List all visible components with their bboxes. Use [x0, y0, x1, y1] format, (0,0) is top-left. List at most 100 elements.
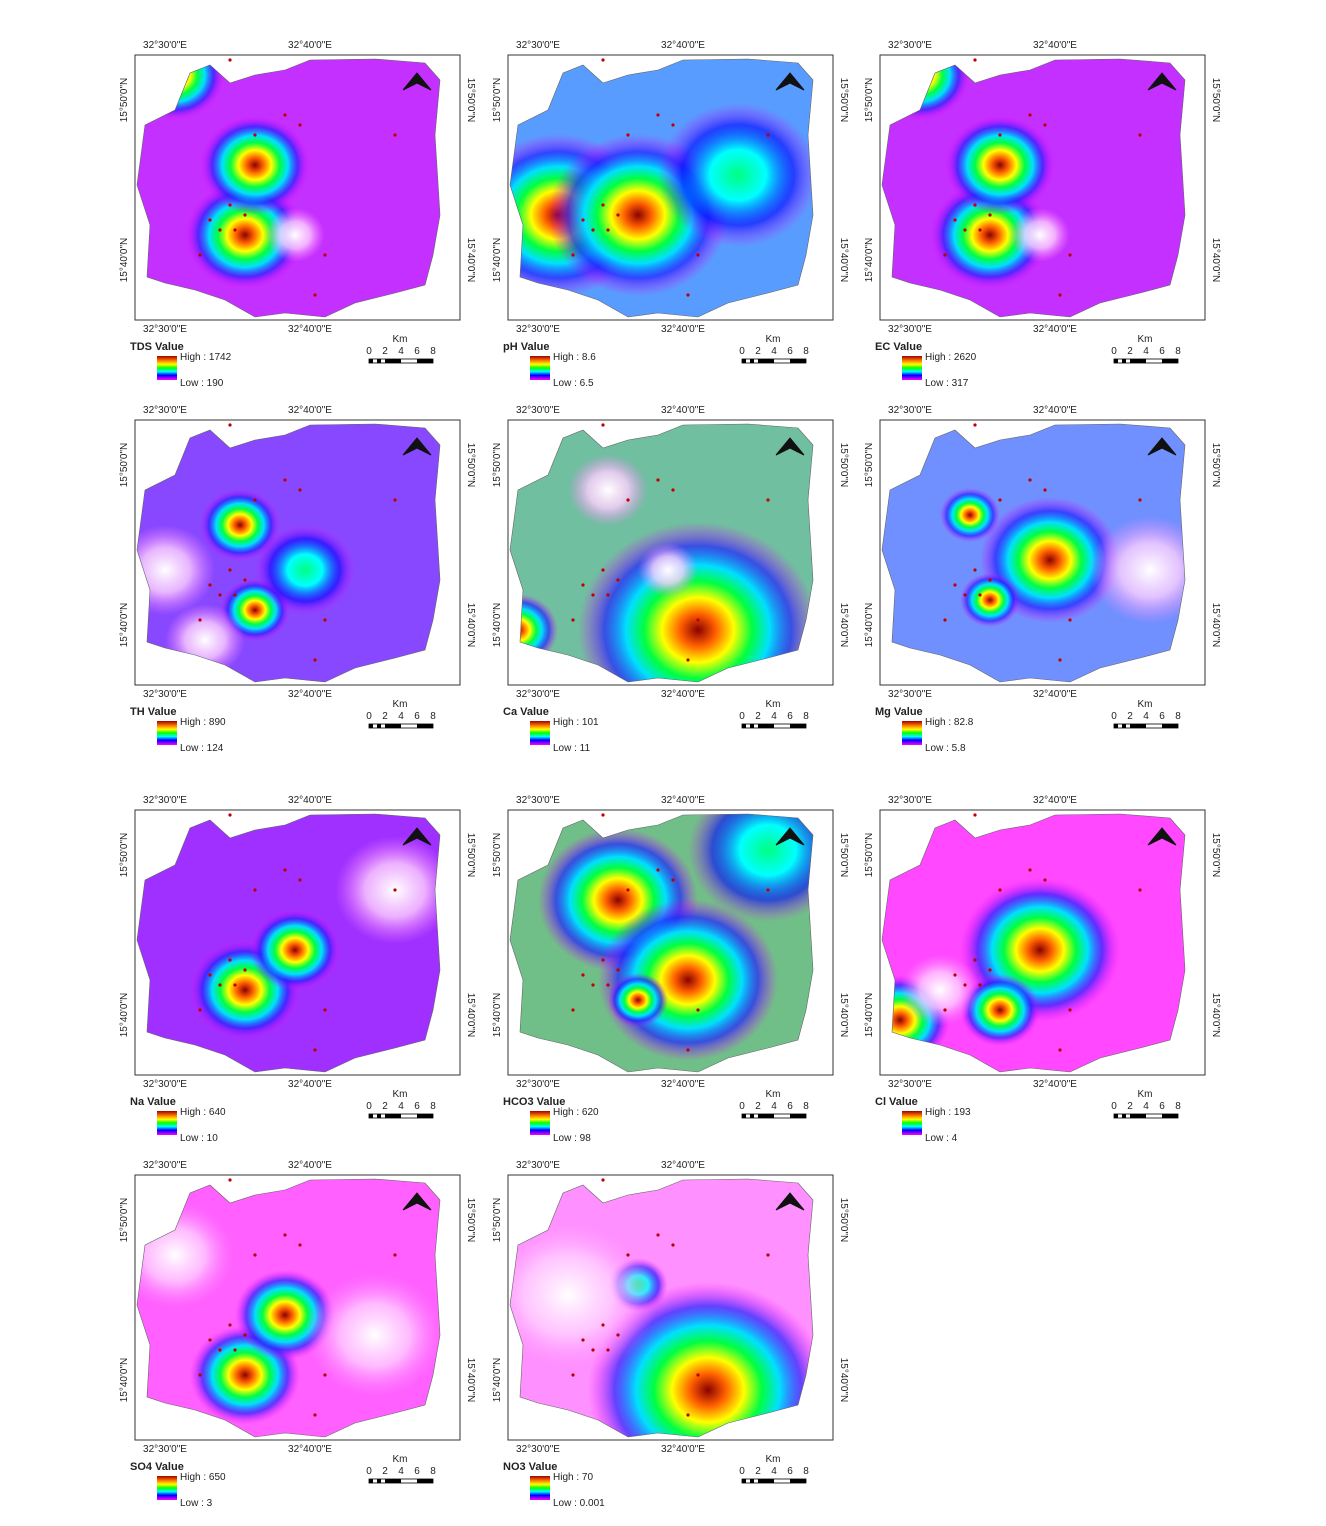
- scale-tick: 8: [430, 1101, 436, 1112]
- map-panel: 32°30'0"E 32°30'0"E 32°40'0"E 32°40'0"E 15°5…: [119, 405, 476, 754]
- scale-tick: 6: [1159, 346, 1165, 357]
- scale-segment: [1122, 359, 1126, 363]
- scale-tick: 8: [1175, 346, 1181, 357]
- legend-title: NO3 Value: [503, 1461, 557, 1473]
- sample-point: [671, 488, 675, 492]
- surface-blob: [578, 522, 813, 682]
- region-outline: [136, 1178, 441, 1438]
- scale-segment: [377, 724, 381, 728]
- scale-tick: 2: [382, 1466, 388, 1477]
- lon-label: 32°40'0"E: [1033, 795, 1077, 806]
- region-outline: [509, 813, 814, 1073]
- scale-unit: Km: [393, 1089, 408, 1100]
- sample-point: [198, 1373, 202, 1377]
- sample-point: [601, 958, 605, 962]
- surface-blob: [510, 594, 558, 666]
- sample-point: [243, 1333, 247, 1337]
- sample-point: [973, 423, 977, 427]
- scale-tick: 6: [1159, 711, 1165, 722]
- scale-segment: [742, 724, 746, 728]
- lat-label: 15°50'0"N: [864, 833, 875, 878]
- sample-point: [393, 888, 397, 892]
- scale-segment: [385, 359, 401, 363]
- scale-tick: 6: [787, 346, 793, 357]
- scale-segment: [1130, 724, 1146, 728]
- lon-label: 32°30'0"E: [143, 1079, 187, 1090]
- lat-label: 15°40'0"N: [838, 993, 849, 1038]
- map-panel: 32°30'0"E 32°30'0"E 32°40'0"E 32°40'0"E 15°5…: [119, 795, 476, 1144]
- sample-point: [671, 878, 675, 882]
- lat-label: 15°40'0"N: [465, 603, 476, 648]
- lat-label: 15°40'0"N: [492, 1358, 503, 1403]
- legend-low: Low : 5.8: [925, 743, 966, 754]
- scale-segment: [790, 1479, 806, 1483]
- sample-point: [198, 1008, 202, 1012]
- surface-blob: [568, 454, 648, 526]
- sample-point: [671, 123, 675, 127]
- legend-low: Low : 190: [180, 378, 224, 389]
- sample-point: [591, 593, 595, 597]
- lon-label: 32°40'0"E: [661, 1079, 705, 1090]
- scale-segment: [385, 724, 401, 728]
- colorbar: [530, 356, 550, 380]
- scale-tick: 4: [771, 346, 777, 357]
- sample-point: [686, 293, 690, 297]
- sample-point: [626, 1253, 630, 1257]
- legend-high: High : 2620: [925, 352, 977, 363]
- sample-point: [601, 58, 605, 62]
- lat-label: 15°50'0"N: [465, 1198, 476, 1243]
- sample-point: [696, 253, 700, 257]
- sample-point: [606, 593, 610, 597]
- colorbar: [902, 1111, 922, 1135]
- scale-tick: 0: [1111, 711, 1117, 722]
- lat-label: 15°40'0"N: [492, 603, 503, 648]
- map-panel: 32°30'0"E 32°30'0"E 32°40'0"E 32°40'0"E 15°5…: [864, 40, 1221, 389]
- scale-segment: [742, 1114, 746, 1118]
- lon-label: 32°30'0"E: [888, 40, 932, 51]
- lon-label: 32°30'0"E: [516, 1444, 560, 1455]
- sample-point: [253, 133, 257, 137]
- surface-blob: [960, 573, 1020, 627]
- sample-point: [1043, 123, 1047, 127]
- sample-point: [973, 58, 977, 62]
- scale-segment: [1130, 359, 1146, 363]
- scale-segment: [1162, 359, 1178, 363]
- sample-point: [218, 1348, 222, 1352]
- scale-tick: 6: [1159, 1101, 1165, 1112]
- scale-segment: [369, 1479, 373, 1483]
- lat-label: 15°40'0"N: [119, 603, 130, 648]
- scale-segment: [750, 724, 754, 728]
- map-panel: 32°30'0"E 32°30'0"E 32°40'0"E 32°40'0"E 15°5…: [119, 40, 476, 389]
- surface-blob: [1010, 208, 1070, 262]
- sample-point: [243, 213, 247, 217]
- sample-point: [198, 253, 202, 257]
- sample-point: [953, 218, 957, 222]
- lat-label: 15°50'0"N: [119, 1198, 130, 1243]
- lat-label: 15°50'0"N: [492, 443, 503, 488]
- lon-label: 32°40'0"E: [661, 1444, 705, 1455]
- surface-blob: [137, 525, 215, 615]
- sample-point: [1028, 113, 1032, 117]
- sample-point: [1138, 133, 1142, 137]
- map-surface: [510, 59, 813, 317]
- legend-high: High : 101: [553, 717, 599, 728]
- sample-point: [571, 253, 575, 257]
- scale-tick: 4: [771, 711, 777, 722]
- sample-point: [766, 498, 770, 502]
- lon-label: 32°40'0"E: [1033, 405, 1077, 416]
- legend-title: Cl Value: [875, 1096, 918, 1108]
- frame: [507, 1174, 834, 1441]
- scale-unit: Km: [393, 1454, 408, 1465]
- sample-point: [696, 618, 700, 622]
- lat-label: 15°40'0"N: [838, 1358, 849, 1403]
- lon-label: 32°30'0"E: [888, 795, 932, 806]
- sample-point: [1028, 478, 1032, 482]
- sample-point: [228, 1323, 232, 1327]
- legend-low: Low : 98: [553, 1133, 591, 1144]
- legend-high: High : 640: [180, 1107, 226, 1118]
- lat-label: 15°50'0"N: [119, 443, 130, 488]
- sample-point: [766, 1253, 770, 1257]
- sample-point: [253, 498, 257, 502]
- lat-label: 15°50'0"N: [838, 443, 849, 488]
- lat-label: 15°50'0"N: [119, 78, 130, 123]
